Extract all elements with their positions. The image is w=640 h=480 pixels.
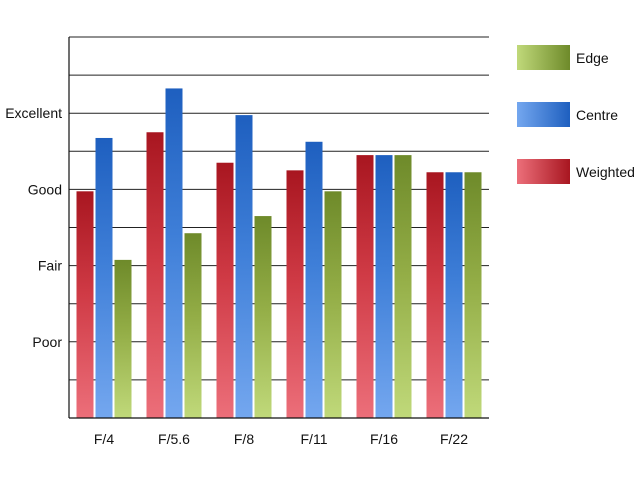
x-tick-label: F/8: [234, 431, 254, 447]
bar-weighted-1: [146, 132, 164, 418]
bar-edge-2: [254, 216, 272, 418]
bar-weighted-3: [286, 170, 304, 418]
bar-weighted-2: [216, 162, 234, 418]
bar-centre-4: [375, 155, 393, 419]
x-tick-label: F/4: [94, 431, 114, 447]
legend-swatch-edge: [517, 45, 570, 70]
bar-edge-4: [394, 155, 412, 419]
y-tick-label: Poor: [32, 334, 62, 350]
legend-label-edge: Edge: [576, 50, 609, 66]
bar-edge-0: [114, 259, 132, 418]
legend-swatch-weighted: [517, 159, 570, 184]
bar-centre-0: [95, 137, 113, 418]
bars: [76, 88, 482, 419]
y-tick-label: Fair: [38, 258, 62, 274]
x-tick-label: F/11: [301, 431, 328, 447]
bar-centre-1: [165, 88, 183, 418]
bar-weighted-4: [356, 155, 374, 419]
x-tick-label: F/5.6: [158, 431, 190, 447]
legend-swatch-centre: [517, 102, 570, 127]
bar-weighted-5: [426, 172, 444, 418]
x-tick-labels: F/4 F/5.6 F/8 F/11 F/16 F/22: [94, 431, 468, 447]
bar-weighted-0: [76, 191, 94, 418]
legend-label-centre: Centre: [576, 107, 618, 123]
legend-label-weighted: Weighted: [576, 164, 635, 180]
legend: Edge Centre Weighted: [517, 45, 635, 184]
x-tick-label: F/22: [440, 431, 468, 447]
y-tick-label: Excellent: [5, 105, 62, 121]
grid-lines: [69, 36, 489, 381]
bar-centre-3: [305, 141, 323, 418]
x-tick-label: F/16: [370, 431, 398, 447]
y-tick-label: Good: [28, 181, 62, 197]
bar-edge-1: [184, 233, 202, 418]
bar-centre-5: [445, 172, 463, 418]
bar-centre-2: [235, 115, 253, 418]
bar-edge-5: [464, 172, 482, 418]
y-tick-labels: Poor Fair Good Excellent: [5, 105, 62, 350]
axes: [68, 37, 489, 419]
bar-edge-3: [324, 191, 342, 418]
